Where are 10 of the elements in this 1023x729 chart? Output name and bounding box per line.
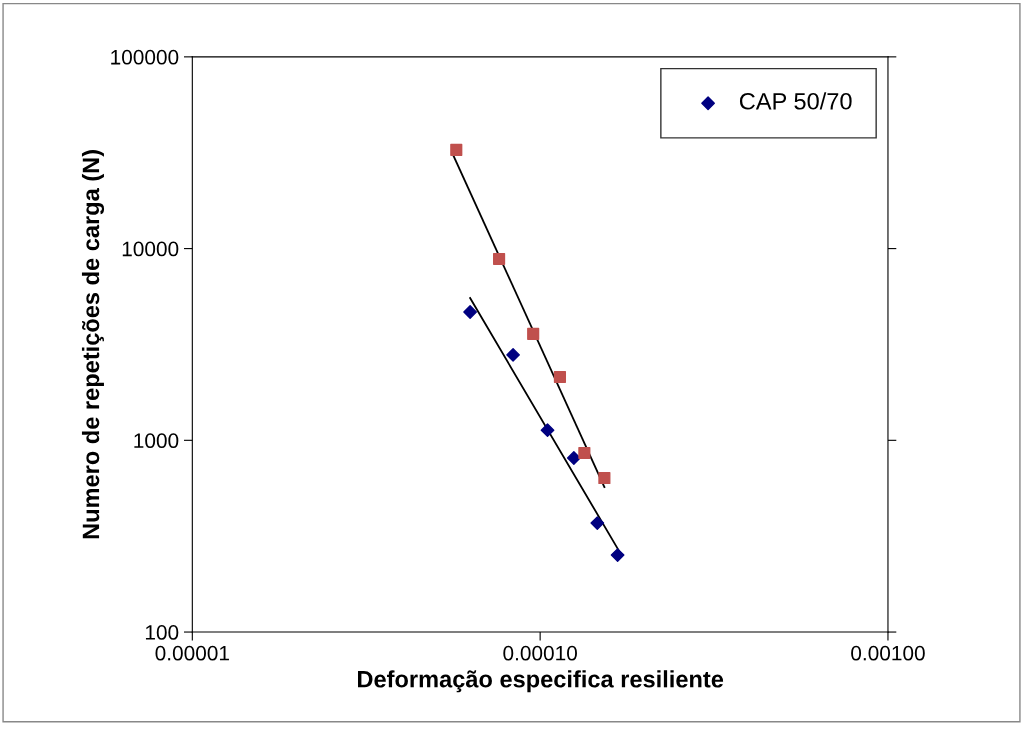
x-axis-title: Deformação especifica resiliente <box>358 670 724 693</box>
y-axis-title: Numero de repetições de carga (N) <box>81 150 105 539</box>
y-tick-label: 1000 <box>134 433 179 449</box>
x-tick-label: 0.00010 <box>503 645 577 661</box>
x-tick-label: 0.00100 <box>851 645 925 661</box>
x-tick-label: 0.00001 <box>155 645 229 661</box>
y-tick-label: 100000 <box>111 49 179 65</box>
y-tick-label: 100 <box>145 625 179 640</box>
legend-label: CAP 50/70 <box>739 92 852 110</box>
y-tick-label: 10000 <box>122 241 179 257</box>
